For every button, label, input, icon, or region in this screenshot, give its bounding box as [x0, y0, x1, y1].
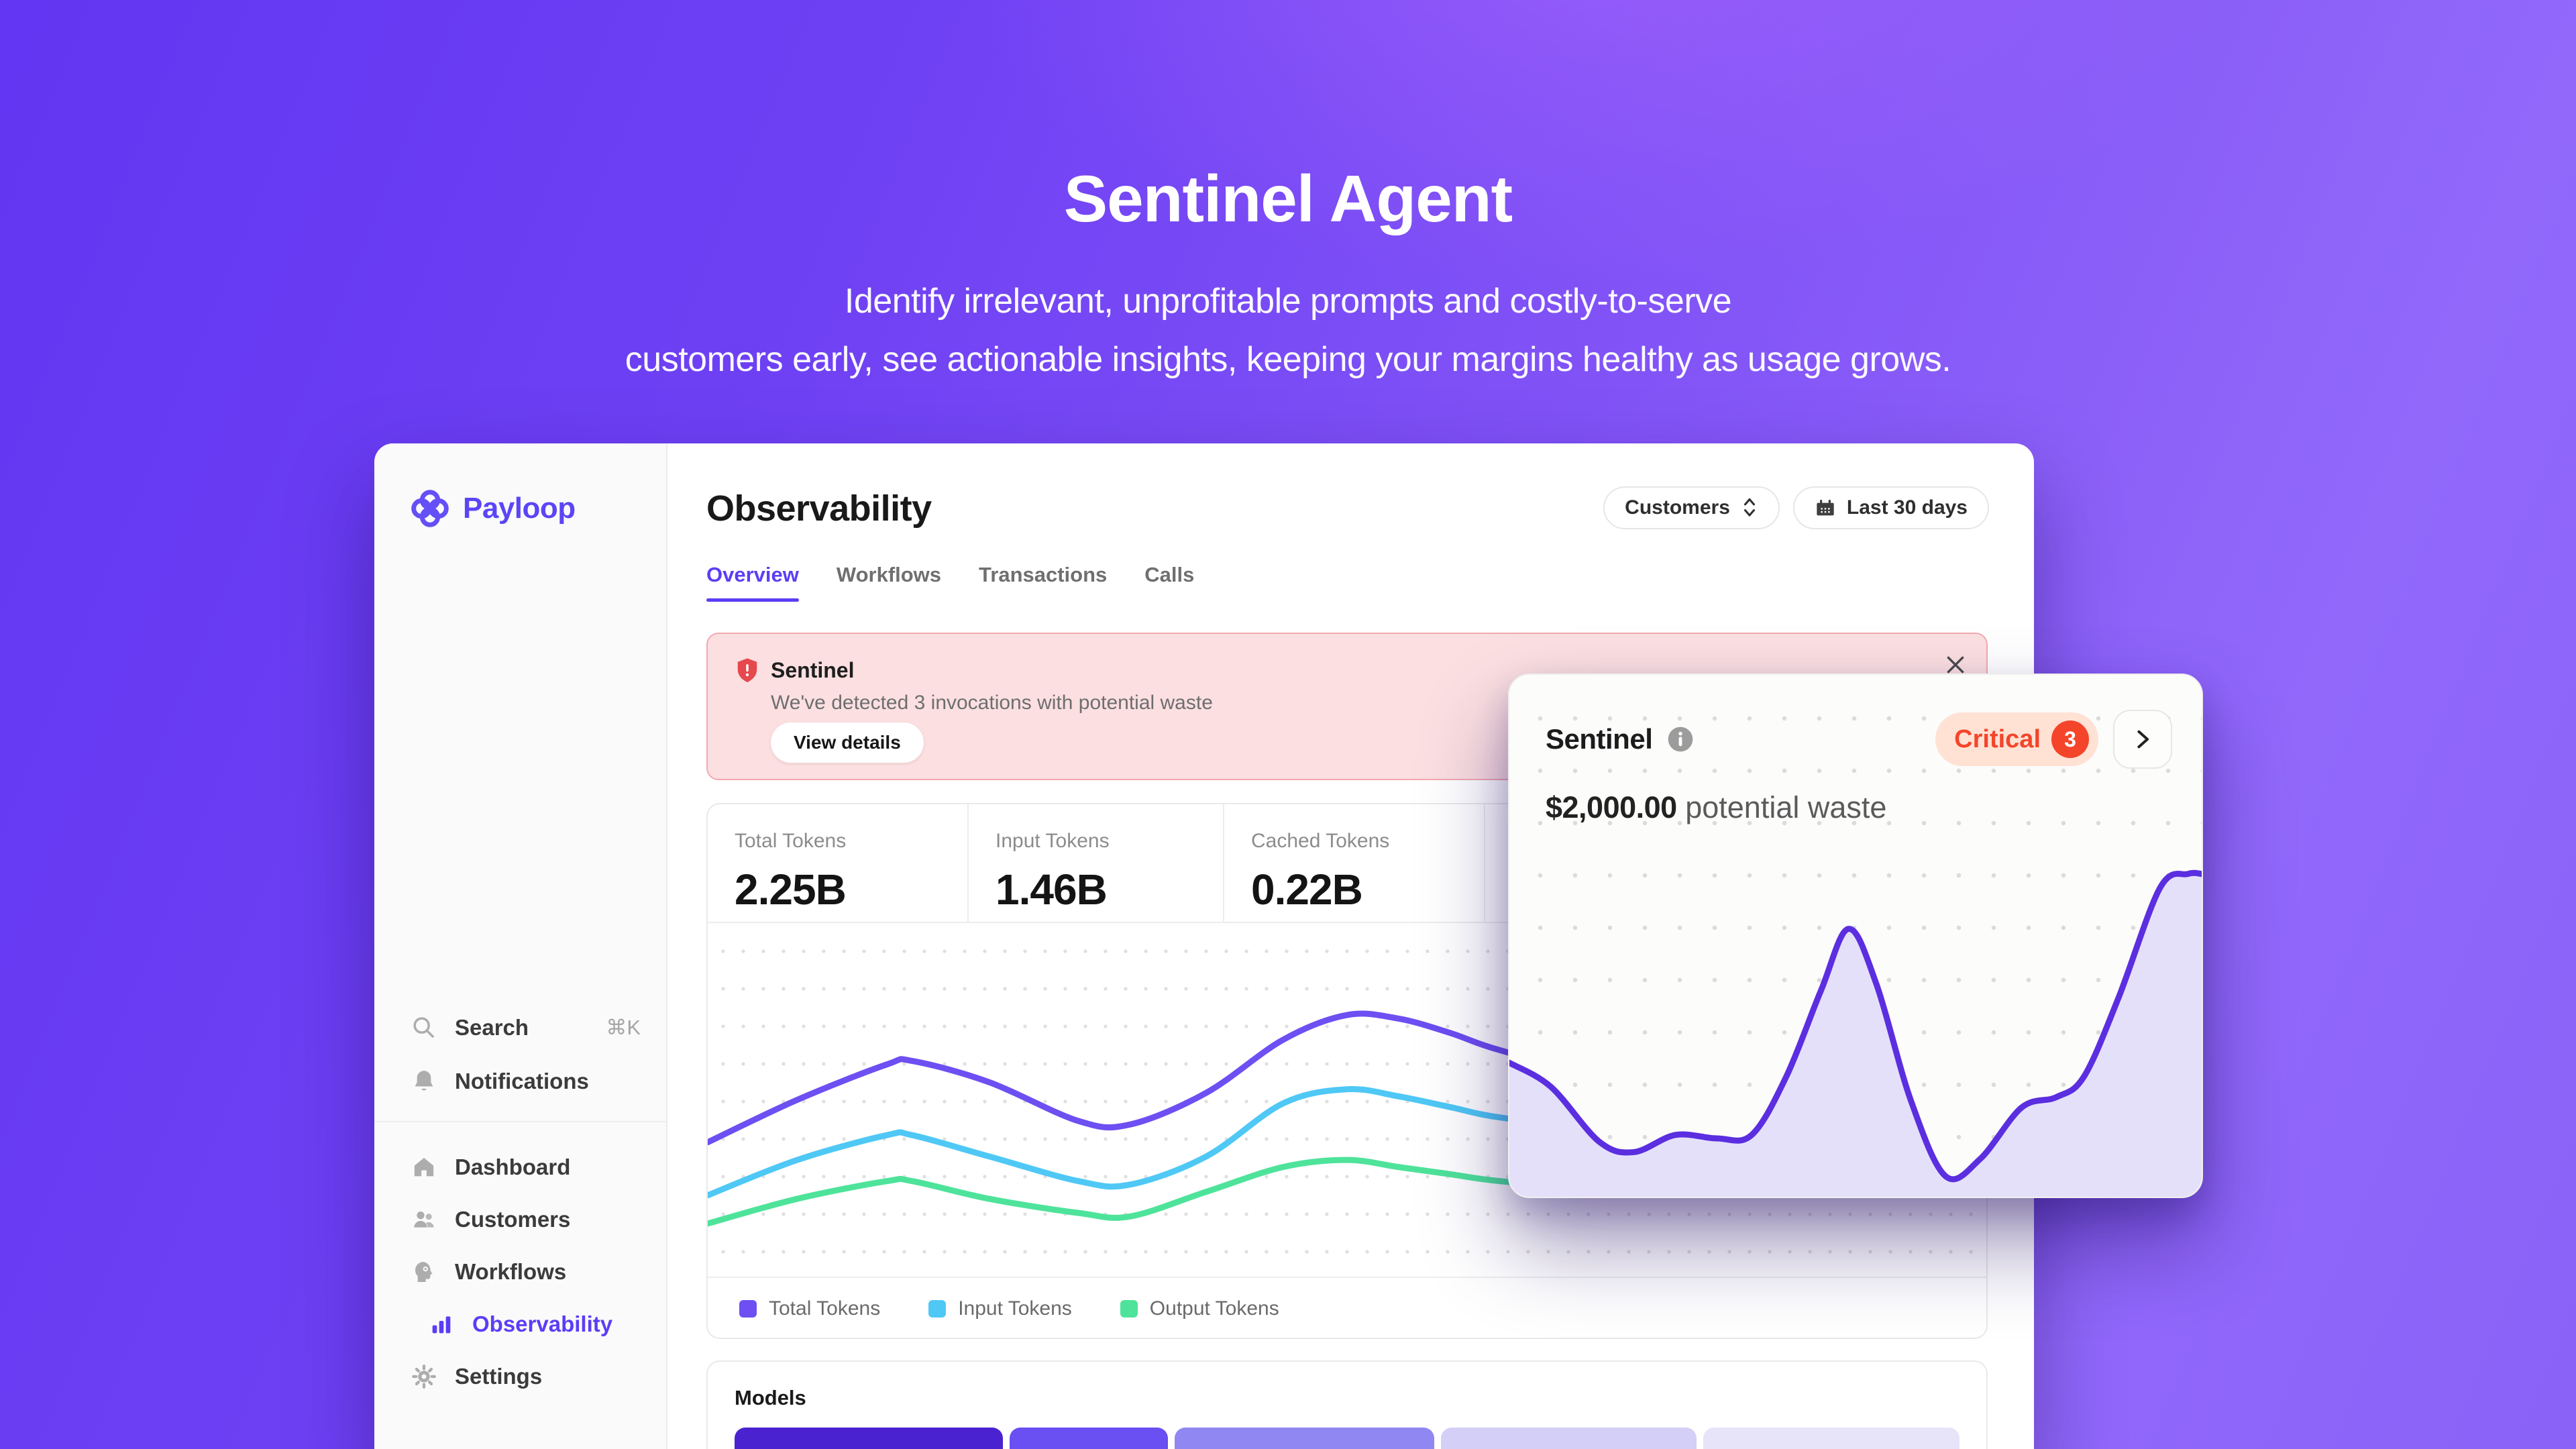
- waste-amount: $2,000.00: [1546, 790, 1677, 824]
- critical-badge: Critical 3: [1935, 712, 2098, 766]
- legend-label: Input Tokens: [958, 1297, 1072, 1320]
- alert-message: We've detected 3 invocations with potent…: [771, 692, 1213, 714]
- model-segment: [1009, 1428, 1168, 1449]
- tab-transactions[interactable]: Transactions: [979, 563, 1108, 586]
- stat-label: Total Tokens: [735, 830, 847, 852]
- legend-swatch-purple: [739, 1299, 757, 1318]
- models-title: Models: [735, 1386, 806, 1409]
- close-icon[interactable]: [1942, 651, 1969, 678]
- workflow-icon: [411, 1258, 437, 1285]
- stat-cached-tokens: Cached Tokens 0.22B: [1223, 804, 1484, 922]
- alert-title: Sentinel: [771, 658, 855, 682]
- sidebar-item-observability[interactable]: Observability: [374, 1298, 666, 1350]
- notifications-label: Notifications: [455, 1069, 589, 1093]
- date-range-value: Last 30 days: [1846, 496, 1968, 519]
- home-icon: [411, 1154, 437, 1181]
- legend-total-tokens: Total Tokens: [739, 1297, 880, 1320]
- waste-line: [1509, 869, 2202, 1183]
- model-segment: [1174, 1428, 1434, 1449]
- tab-bar: Overview Workflows Transactions Calls: [706, 563, 1195, 602]
- stat-input-tokens: Input Tokens 1.46B: [967, 804, 1223, 922]
- date-range-button[interactable]: Last 30 days: [1792, 486, 1989, 529]
- sidebar-item-dashboard[interactable]: Dashboard: [374, 1141, 666, 1193]
- sidebar: Payloop Search ⌘K Notificat: [374, 443, 667, 1449]
- model-segment: [1440, 1428, 1697, 1449]
- search-icon: [411, 1014, 437, 1041]
- chevron-up-down-icon: [1741, 496, 1758, 519]
- sidebar-item-label: Observability: [472, 1311, 613, 1336]
- legend-input-tokens: Input Tokens: [928, 1297, 1072, 1320]
- sidebar-item-workflows[interactable]: Workflows: [374, 1246, 666, 1298]
- gear-icon: [411, 1363, 437, 1390]
- brand[interactable]: Payloop: [409, 488, 576, 529]
- stat-label: Cached Tokens: [1251, 830, 1390, 852]
- waste-amount-row: $2,000.00 potential waste: [1546, 790, 1886, 825]
- hero-subtitle: Identify irrelevant, unprofitable prompt…: [0, 272, 2576, 389]
- view-details-button[interactable]: View details: [771, 722, 924, 763]
- critical-label: Critical: [1954, 724, 2041, 753]
- sentinel-overlay-card: Sentinel Critical 3 $2,000.00 potential …: [1508, 674, 2203, 1198]
- tab-calls[interactable]: Calls: [1144, 563, 1195, 586]
- models-card: Models: [706, 1360, 1988, 1449]
- shield-alert-icon: [735, 657, 760, 685]
- tab-workflows[interactable]: Workflows: [836, 563, 942, 586]
- users-icon: [411, 1206, 437, 1233]
- sidebar-item-notifications[interactable]: Notifications: [374, 1055, 666, 1108]
- info-icon[interactable]: [1666, 724, 1695, 754]
- legend-swatch-cyan: [928, 1299, 947, 1318]
- legend-label: Total Tokens: [769, 1297, 881, 1320]
- sidebar-item-label: Workflows: [455, 1259, 567, 1284]
- stat-value: 0.22B: [1251, 865, 1363, 914]
- models-bar: [735, 1428, 1960, 1449]
- hero-subtitle-line2: customers early, see actionable insights…: [625, 340, 1951, 379]
- bell-icon: [411, 1068, 437, 1095]
- sidebar-divider: [374, 1121, 666, 1122]
- hero-subtitle-line1: Identify irrelevant, unprofitable prompt…: [844, 282, 1732, 321]
- header-filters: Customers: [1603, 486, 1989, 529]
- payloop-logo-icon: [409, 488, 451, 529]
- sidebar-item-customers[interactable]: Customers: [374, 1193, 666, 1246]
- stat-total-tokens: Total Tokens 2.25B: [708, 804, 967, 922]
- critical-count: 3: [2051, 720, 2089, 758]
- stat-value: 2.25B: [735, 865, 847, 914]
- sentinel-card-header: Sentinel Critical 3: [1546, 710, 2172, 769]
- brand-name: Payloop: [463, 492, 576, 525]
- model-segment: [735, 1428, 1003, 1449]
- legend-swatch-green: [1120, 1299, 1138, 1318]
- sidebar-item-settings[interactable]: Settings: [374, 1350, 666, 1403]
- chevron-right-icon: [2137, 730, 2149, 749]
- sidebar-item-label: Customers: [455, 1207, 571, 1232]
- waste-area-chart: [1509, 853, 2202, 1197]
- page-title: Observability: [706, 488, 932, 529]
- search-label: Search: [455, 1015, 529, 1040]
- sidebar-item-label: Settings: [455, 1364, 543, 1389]
- sidebar-item-search[interactable]: Search ⌘K: [374, 1002, 666, 1054]
- waste-area-fill: [1509, 873, 2202, 1197]
- next-button[interactable]: [2113, 710, 2172, 769]
- sidebar-item-label: Dashboard: [455, 1155, 571, 1179]
- tab-overview[interactable]: Overview: [706, 563, 799, 602]
- waste-amount-suffix: potential waste: [1685, 790, 1887, 824]
- bar-chart-icon: [428, 1311, 455, 1338]
- legend-label: Output Tokens: [1149, 1297, 1279, 1320]
- customers-filter-select[interactable]: Customers: [1603, 486, 1780, 529]
- customers-filter-value: Customers: [1625, 496, 1730, 519]
- sentinel-card-title: Sentinel: [1546, 723, 1653, 755]
- hero-title: Sentinel Agent: [1063, 162, 1513, 235]
- stat-value: 1.46B: [996, 865, 1108, 914]
- legend-output-tokens: Output Tokens: [1120, 1297, 1279, 1320]
- calendar-icon: [1815, 497, 1836, 519]
- chart-legend: Total Tokens Input Tokens Output Tokens: [708, 1277, 1986, 1338]
- search-shortcut: ⌘K: [606, 1016, 641, 1039]
- model-segment: [1703, 1428, 1960, 1449]
- stat-label: Input Tokens: [996, 830, 1110, 852]
- sidebar-nav: Dashboard Customers: [374, 1141, 666, 1403]
